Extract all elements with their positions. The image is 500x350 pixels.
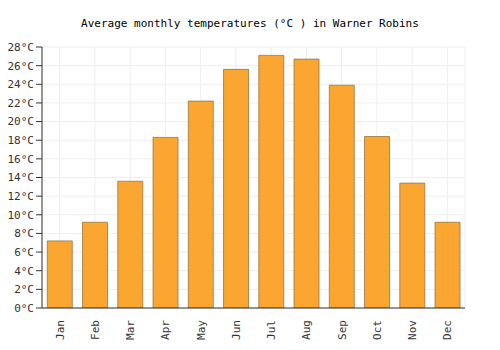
html-text:Average monthly temperatures (: Average monthly temperatures (°C ) in Wa… [81,17,419,30]
svg-text:Aug: Aug [300,320,313,340]
svg-text:May: May [195,320,208,340]
svg-text:Sep: Sep [336,320,349,340]
svg-text:24°C: 24°C [8,78,34,91]
svg-text:8°C: 8°C [14,227,34,240]
svg-text:Jun: Jun [230,320,243,340]
svg-text:Dec: Dec [441,320,454,340]
svg-text:22°C: 22°C [8,97,34,110]
svg-text:12°C: 12°C [8,190,34,203]
svg-text:Mar: Mar [124,320,137,340]
svg-text:Oct: Oct [371,320,384,340]
svg-text:20°C: 20°C [8,115,34,128]
svg-text:Jul: Jul [265,320,278,340]
svg-text:18°C: 18°C [8,134,34,147]
svg-text:10°C: 10°C [8,209,34,222]
svg-text:Apr: Apr [159,320,172,340]
svg-text:28°C: 28°C [8,41,34,54]
svg-text:Jan: Jan [54,320,67,340]
svg-text:6°C: 6°C [14,246,34,259]
svg-text:16°C: 16°C [8,153,34,166]
svg-text:4°C: 4°C [14,265,34,278]
svg-text:14°C: 14°C [8,171,34,184]
svg-text:Feb: Feb [89,320,102,340]
svg-text:2°C: 2°C [14,283,34,296]
svg-text:26°C: 26°C [8,60,34,73]
svg-text:Nov: Nov [406,320,419,340]
svg-text:0°C: 0°C [14,302,34,315]
